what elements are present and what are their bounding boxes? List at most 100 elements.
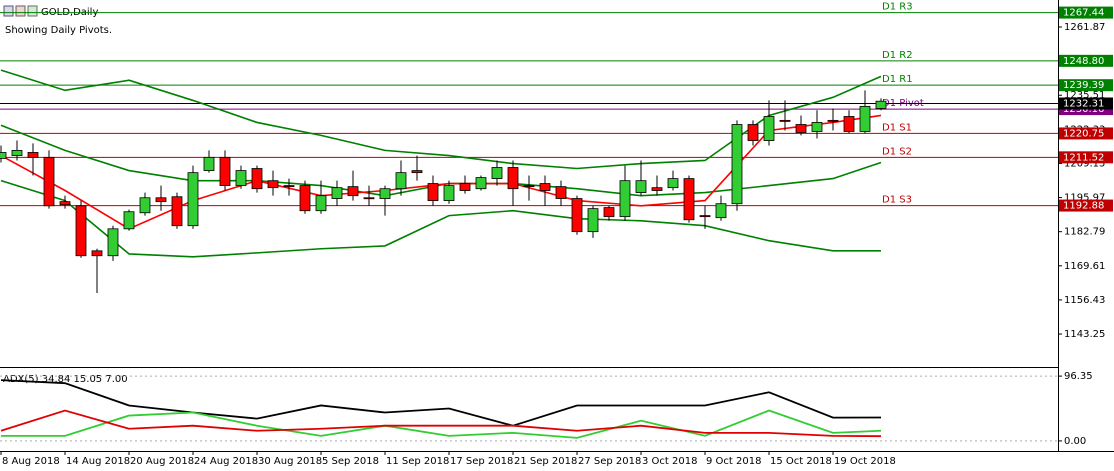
candle-body: [459, 183, 471, 191]
candle-body: [491, 167, 503, 179]
overlay-line: [0, 179, 881, 258]
candle-body: [219, 156, 231, 186]
level-box-label: 1230.16: [1063, 104, 1104, 115]
y-tick-label: 1182.79: [1064, 227, 1105, 238]
y-tick-label: 96.35: [1064, 371, 1093, 382]
y-tick-label: 0.00: [1064, 436, 1086, 447]
level-box: [1059, 54, 1113, 67]
candle-body: [667, 178, 679, 189]
candle-body: [747, 124, 759, 141]
candle-body: [571, 198, 583, 233]
candle-body: [635, 180, 647, 193]
x-tick-label: 3 Oct 2018: [642, 456, 697, 467]
candle-body: [107, 228, 119, 257]
level-box-label: 1192.88: [1063, 201, 1104, 212]
candle-body: [875, 100, 887, 109]
candle-body: [187, 172, 199, 227]
x-tick-label: 20 Aug 2018: [130, 456, 194, 467]
x-tick-label: 9 Oct 2018: [706, 456, 761, 467]
y-tick-label: 1195.97: [1064, 193, 1105, 204]
price-box: [1059, 97, 1113, 110]
y-tick-label: 1261.87: [1064, 22, 1105, 33]
candle-body: [699, 215, 711, 218]
candle-body: [843, 116, 855, 132]
candle-body: [443, 185, 455, 202]
price-box-label: 1232.31: [1063, 99, 1104, 110]
candle-body: [587, 208, 599, 233]
toolbar-icons: [3, 5, 38, 17]
candle-body: [123, 211, 135, 230]
x-tick-label: 14 Aug 2018: [66, 456, 130, 467]
y-tick-label: 1143.25: [1064, 329, 1105, 340]
candle-body: [507, 167, 519, 190]
x-tick-label: 5 Sep 2018: [322, 456, 379, 467]
pivot-name: D1 S1: [882, 122, 912, 133]
y-tick-label: 1235.51: [1064, 90, 1105, 101]
candle-body: [363, 197, 375, 200]
indicator-title: ADX(5) 34.84 15.05 7.00: [3, 374, 128, 385]
level-box-label: 1267.44: [1063, 8, 1104, 19]
icon: [15, 5, 26, 17]
candle-body: [795, 124, 807, 133]
candle-body: [715, 203, 727, 219]
level-box: [1059, 199, 1113, 212]
x-tick-label: 19 Oct 2018: [834, 456, 896, 467]
candle-body: [411, 170, 423, 174]
candle-body: [347, 186, 359, 197]
level-box: [1059, 79, 1113, 92]
indicator-line: [0, 409, 882, 438]
candle-body: [651, 187, 663, 191]
candle-body: [539, 183, 551, 191]
candle-body: [11, 149, 23, 156]
x-tick-label: 27 Sep 2018: [578, 456, 641, 467]
x-tick-label: 30 Aug 2018: [258, 456, 322, 467]
candle-body: [555, 186, 567, 199]
candle-body: [43, 156, 55, 207]
candle-body: [267, 180, 279, 189]
y-tick-label: 1209.15: [1064, 158, 1105, 169]
candle-body: [331, 187, 343, 199]
candle-body: [475, 177, 487, 190]
level-box-label: 1248.80: [1063, 56, 1104, 67]
icon: [3, 5, 14, 17]
candle-body: [299, 185, 311, 212]
candle-body: [523, 185, 535, 188]
candle-body: [0, 152, 7, 159]
candle-body: [731, 124, 743, 205]
chart-subtitle: Showing Daily Pivots.: [5, 25, 112, 36]
candle-body: [379, 188, 391, 199]
candle-body: [27, 152, 39, 158]
level-box: [1059, 151, 1113, 164]
level-box: [1059, 6, 1113, 19]
candle-body: [59, 201, 71, 206]
candle-body: [235, 170, 247, 186]
candle-body: [619, 180, 631, 218]
candle-body: [779, 119, 791, 122]
candle-body: [155, 197, 167, 203]
candle-body: [75, 205, 87, 257]
pivot-name: D1 R1: [882, 74, 913, 85]
candle-body: [283, 185, 295, 188]
indicator-line: [0, 379, 882, 427]
pivot-name: D1 R2: [882, 50, 913, 61]
candle-body: [395, 172, 407, 190]
candle-body: [603, 207, 615, 218]
candle-body: [683, 178, 695, 221]
candle-body: [427, 183, 439, 202]
y-tick-label: 1156.43: [1064, 295, 1105, 306]
candle-body: [763, 116, 775, 141]
candle-body: [827, 119, 839, 122]
icon: [27, 5, 38, 17]
level-box: [1059, 127, 1113, 140]
x-tick-label: 24 Aug 2018: [194, 456, 258, 467]
candle-body: [811, 122, 823, 132]
candle-body: [171, 196, 183, 227]
x-tick-label: 21 Sep 2018: [514, 456, 577, 467]
x-tick-label: 8 Aug 2018: [2, 456, 60, 467]
x-tick-label: 15 Oct 2018: [770, 456, 832, 467]
x-tick-label: 11 Sep 2018: [386, 456, 449, 467]
candle-body: [315, 195, 327, 212]
level-box-label: 1211.52: [1063, 152, 1104, 163]
